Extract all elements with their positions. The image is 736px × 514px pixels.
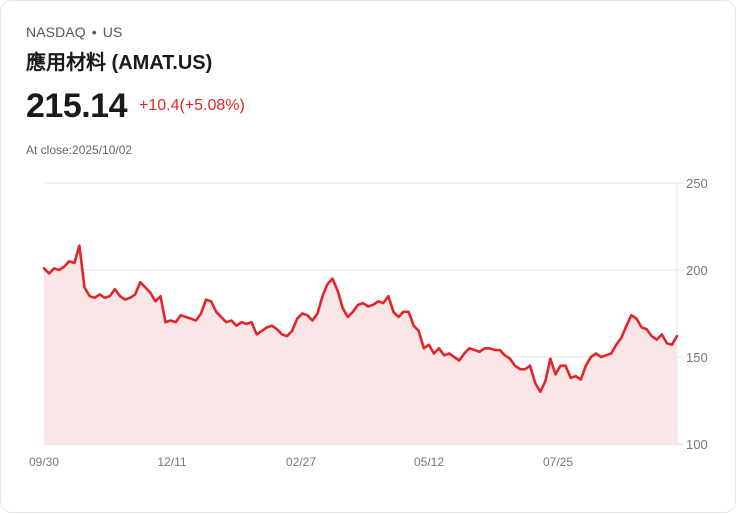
x-tick-label: 09/30 bbox=[29, 455, 59, 469]
x-tick-label: 12/11 bbox=[157, 455, 186, 469]
y-axis-ticks: 250 200 150 100 bbox=[686, 176, 708, 452]
x-tick-label: 02/27 bbox=[286, 455, 316, 469]
x-tick-label: 05/12 bbox=[414, 455, 444, 469]
close-time: At close:2025/10/02 bbox=[26, 143, 133, 157]
y-tick-label: 200 bbox=[686, 263, 708, 278]
exchange-line: NASDAQ • US bbox=[26, 24, 122, 40]
price-area-fill bbox=[44, 245, 677, 444]
y-tick-label: 100 bbox=[686, 437, 708, 452]
y-tick-label: 150 bbox=[686, 350, 708, 365]
exchange-label: NASDAQ bbox=[26, 24, 86, 40]
stock-price: 215.14 bbox=[26, 87, 128, 125]
price-change: +10.4(+5.08%) bbox=[139, 97, 245, 114]
separator-dot: • bbox=[91, 24, 97, 40]
price-line bbox=[42, 244, 679, 394]
x-axis-ticks: 09/30 12/11 02/27 05/12 07/25 bbox=[29, 455, 573, 469]
x-tick-label: 07/25 bbox=[543, 455, 573, 469]
market-label: US bbox=[102, 24, 123, 40]
y-tick-label: 250 bbox=[686, 176, 708, 191]
stock-name: 應用材料 (AMAT.US) bbox=[26, 52, 213, 74]
